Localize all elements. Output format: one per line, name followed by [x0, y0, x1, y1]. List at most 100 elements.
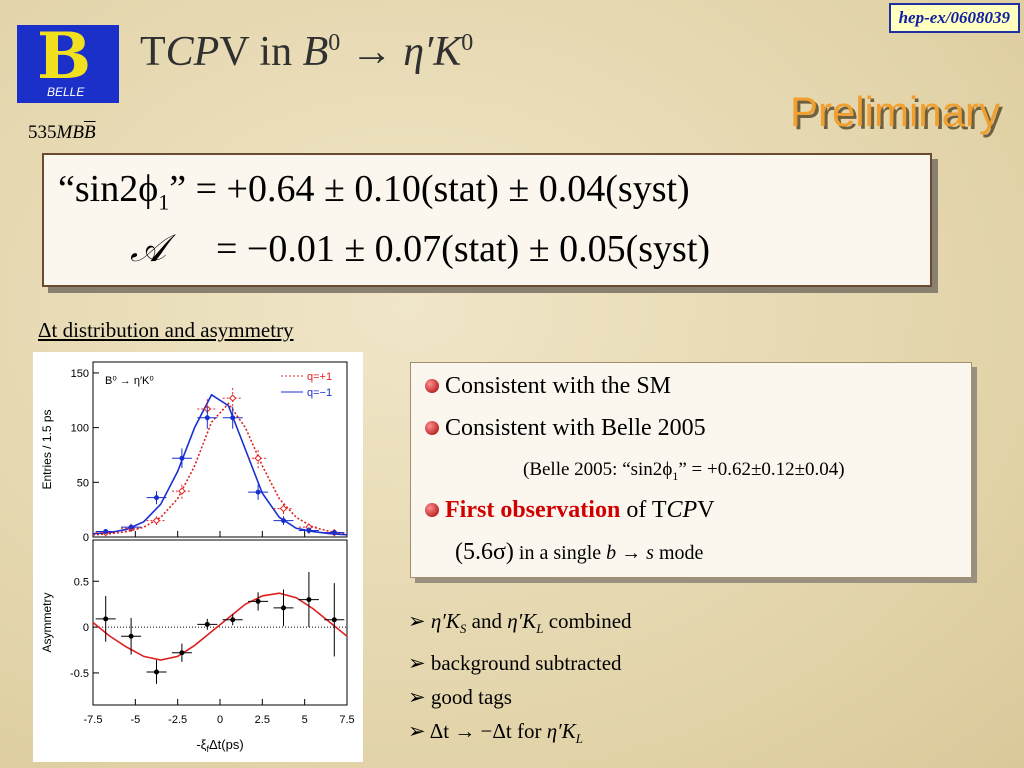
- fit-curve: [92, 592, 348, 661]
- marker: [103, 616, 109, 622]
- t: Consistent with the SM: [445, 373, 672, 399]
- note-item: ➢ good tags: [408, 685, 512, 710]
- marker: [128, 524, 134, 530]
- fit-curve: [92, 393, 348, 536]
- bullet: Consistent with Belle 2005: [425, 415, 706, 442]
- marker: [128, 633, 134, 639]
- t: b: [606, 542, 617, 564]
- t: →: [340, 29, 404, 75]
- marker: [103, 529, 109, 535]
- data-point: [324, 530, 345, 536]
- note-item: ➢ background subtracted: [408, 651, 622, 676]
- data-point: [273, 516, 294, 525]
- bullet: First observation of TCPV: [425, 497, 715, 524]
- marker: [279, 504, 288, 513]
- t: V in: [219, 29, 303, 75]
- data-point: [197, 618, 218, 630]
- marker: [254, 454, 262, 462]
- t: B: [302, 29, 329, 75]
- summary-box: Consistent with the SM Consistent with B…: [410, 362, 972, 578]
- t: 1: [158, 189, 170, 215]
- t: ” = +0.64 ± 0.10(stat) ± 0.04(syst): [169, 168, 690, 210]
- note: (Belle 2005: “sin2ϕ1” = +0.62±0.12±0.04): [523, 459, 845, 484]
- data-point: [324, 583, 345, 657]
- data-point: [95, 529, 116, 535]
- t: and: [466, 609, 508, 633]
- marker: [154, 669, 159, 675]
- note: (5.6σ) in a single b → s mode: [455, 539, 703, 566]
- t: ϕ: [662, 459, 673, 480]
- result-box: “sin2ϕ1” = +0.64 ± 0.10(stat) ± 0.04(sys…: [42, 153, 932, 287]
- data-point: [273, 503, 294, 515]
- result-line: 𝒜 = −0.01 ± 0.07(stat) ± 0.05(syst): [130, 227, 710, 271]
- t: η′K: [546, 719, 576, 744]
- marker: [331, 530, 337, 536]
- luminosity: 535MBB: [28, 122, 96, 144]
- t: 0: [461, 30, 474, 56]
- t: 0: [328, 30, 341, 56]
- data-point: [248, 484, 269, 500]
- data-point: [171, 643, 192, 662]
- marker: [154, 495, 159, 501]
- x-tick-label: 5: [302, 714, 308, 726]
- data-point: [171, 448, 192, 469]
- data-point: [298, 572, 319, 628]
- t: 535: [28, 122, 57, 143]
- x-tick-label: -7.5: [84, 714, 103, 726]
- label-part: -ξ: [196, 737, 206, 752]
- marker: [306, 597, 312, 603]
- annotation: B⁰ → η′K⁰: [105, 375, 154, 387]
- title: TCPV in B0 → η′K0: [140, 28, 473, 76]
- y-axis-label: Entries / 1.5 ps: [40, 409, 54, 489]
- data-point: [171, 483, 192, 499]
- y-tick-label: 0.5: [74, 576, 89, 588]
- t: MB: [56, 122, 84, 143]
- t: in a single: [513, 542, 607, 564]
- data-point: [298, 527, 319, 534]
- t: S: [459, 621, 467, 637]
- y-tick-label: -0.5: [70, 668, 89, 680]
- marker: [178, 487, 186, 495]
- marker: [152, 516, 161, 525]
- t: combined: [543, 609, 632, 633]
- t: 1: [672, 468, 679, 483]
- label-part: f: [206, 744, 209, 754]
- reference: hep-ex/0608039: [888, 3, 1020, 33]
- t: V: [697, 497, 715, 523]
- logo: B BELLE: [17, 19, 119, 103]
- marker: [204, 415, 210, 421]
- preliminary: Preliminary: [789, 88, 1000, 135]
- marker: [179, 650, 185, 656]
- data-point: [146, 516, 167, 525]
- x-axis-label: -ξfΔt(ps): [196, 737, 243, 754]
- y-tick-label: 50: [77, 477, 89, 489]
- t: First observation: [445, 497, 621, 523]
- y-axis-label: Asymmetry: [40, 593, 54, 653]
- t: η′K: [507, 609, 537, 633]
- x-tick-label: 2.5: [255, 714, 270, 726]
- t: η′K: [430, 609, 460, 633]
- data-point: [121, 523, 142, 531]
- t: s: [646, 542, 654, 564]
- t: (Belle 2005: “sin2: [523, 459, 663, 480]
- data-point: [248, 592, 269, 611]
- data-point: [121, 617, 142, 655]
- y-tick-label: 0: [83, 532, 89, 544]
- data-point: [222, 386, 243, 411]
- data-point: [95, 595, 116, 642]
- t: of T: [620, 497, 667, 523]
- t: 𝒜: [130, 228, 166, 270]
- t: η′: [403, 29, 434, 75]
- y-tick-label: 150: [71, 368, 89, 380]
- marker: [179, 455, 185, 461]
- data-point: [273, 589, 294, 627]
- section-label: Δt distribution and asymmetry: [38, 318, 294, 342]
- t: Δt → −Δt for: [429, 719, 547, 744]
- data-point: [146, 491, 167, 505]
- notes: ➢ η′KS and η′KL combined ➢ background sub…: [408, 604, 632, 756]
- t: B: [83, 122, 96, 143]
- t: T: [140, 29, 166, 75]
- t: K: [433, 29, 462, 75]
- t: = −0.01 ± 0.07(stat) ± 0.05(syst): [215, 228, 711, 270]
